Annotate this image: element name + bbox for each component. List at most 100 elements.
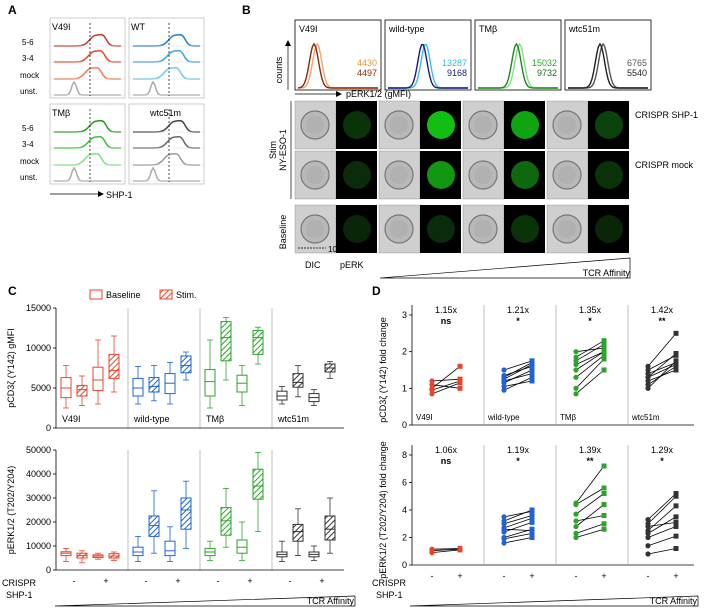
- c-group-label-1: wild-type: [133, 414, 170, 424]
- d-point-post-0-1-0: [529, 374, 535, 380]
- d-fold-0-1: 1.21x: [507, 305, 530, 315]
- d-point-post-1-2-6: [601, 526, 607, 532]
- c-box-0-0-1: [76, 385, 88, 397]
- d-point-pre-1-2-0: [573, 530, 579, 536]
- c-box-1-1-1: [148, 515, 160, 537]
- d-point-pre-0-1-7: [501, 376, 507, 382]
- c-ylabel-0: pCD3ζ (Y142) gMFI: [6, 328, 16, 408]
- d-point-pre-1-3-6: [645, 517, 651, 523]
- d-point-post-0-0-4: [457, 378, 463, 384]
- d-point-pre-1-3-7: [645, 523, 651, 530]
- legend-stim: Stim.: [176, 290, 197, 300]
- d-point-pre-0-0-3: [429, 378, 435, 384]
- d-point-post-0-1-5: [529, 378, 535, 384]
- d-point-pre-0-2-0: [573, 391, 579, 397]
- d-point-pre-1-1-0: [501, 540, 507, 546]
- d-fold-1-2: 1.39x: [579, 445, 602, 455]
- d-sig-1-0: ns: [441, 456, 452, 466]
- d-point-pre-0-1-5: [501, 383, 507, 390]
- d-point-post-1-1-3: [529, 515, 535, 521]
- c-box-0-2-1: [220, 321, 232, 362]
- d-ylabel-0: pCD3ζ (Y142) fold change: [378, 317, 388, 423]
- c-ylabel-1: pERK1/2 (T202/Y204): [6, 466, 16, 555]
- panel-b-gmfi-top-3: 6765: [627, 58, 647, 68]
- panel-b-construct-2: TMβ: [479, 24, 497, 34]
- d-point-pre-1-2-1: [573, 523, 579, 530]
- d-point-pre-0-3-0: [645, 385, 651, 391]
- c-box-0-3-1: [292, 373, 304, 388]
- d-point-post-0-2-0: [601, 367, 607, 373]
- d-point-post-1-2-0: [601, 521, 607, 527]
- panel-a-label-wt: WT: [131, 22, 145, 32]
- d-point-pre-0-2-6: [573, 349, 579, 355]
- c-xtick: -: [145, 576, 148, 586]
- panel-a-row-5-6-top: 5-6: [22, 38, 34, 47]
- d-point-pre-0-1-3: [501, 380, 507, 386]
- panel-b-counts-label: counts: [274, 56, 284, 83]
- c-box-0-0-2: [92, 366, 104, 391]
- panel-b-gmfi-bottom-3: 5540: [627, 68, 647, 78]
- d-point-post-0-3-3: [673, 360, 679, 366]
- panel-c-legend: Baseline Stim.: [89, 289, 197, 300]
- panel-b-construct-0: V49I: [299, 24, 318, 34]
- d-xtick-minus: -: [503, 571, 506, 581]
- d-point-pre-1-3-1: [645, 543, 651, 549]
- d-point-post-0-2-5: [601, 338, 607, 344]
- c-xtick: +: [175, 576, 180, 586]
- d-ytick-0-0: 0: [402, 420, 407, 430]
- panel-b-construct-1: wild-type: [388, 24, 425, 34]
- d-xtick-minus: -: [575, 571, 578, 581]
- d-point-post-0-2-2: [601, 352, 607, 358]
- c-group-label-3: wtc51m: [277, 414, 309, 424]
- panel-label-c: C: [8, 284, 17, 298]
- d-ytick-1-0: 0: [402, 560, 407, 570]
- d-point-pre-0-2-3: [573, 361, 579, 368]
- d-xtick-plus: +: [457, 571, 462, 581]
- c-ytick-0-10000: 10000: [26, 343, 51, 353]
- d-point-post-1-3-1: [673, 533, 679, 539]
- d-group-label-0: V49I: [416, 413, 432, 422]
- d-group-label-3: wtc51m: [631, 413, 660, 422]
- d-point-post-1-3-3: [673, 514, 679, 520]
- d-point-post-1-3-2: [673, 524, 679, 529]
- panel-a-row-unst-bottom: unst.: [20, 173, 37, 182]
- c-ytick-0-0: 0: [46, 423, 51, 433]
- d-ytick-0-3: 3: [402, 310, 407, 320]
- d-point-pre-0-3-3: [645, 371, 651, 377]
- d-point-pre-0-3-6: [645, 374, 651, 380]
- panel-a-histograms: V49I WT TMβ wtc51m 5-6 3-4 mock unst. 5-…: [20, 17, 205, 200]
- d-sig-0-3: **: [658, 316, 666, 326]
- d-xtick-plus: +: [601, 571, 606, 581]
- d-point-pre-0-3-5: [645, 363, 651, 369]
- panel-a-label-wtc51m: wtc51m: [149, 108, 181, 118]
- c-box-1-1-0: [132, 546, 144, 557]
- c-xtick: +: [103, 576, 108, 586]
- d-sig-1-2: **: [586, 456, 594, 466]
- d-ylabel-1: pERK1/2 (T202/Y204) fold change: [378, 441, 388, 579]
- c-box-1-1-3: [180, 497, 192, 530]
- c-box-1-2-1: [220, 507, 232, 536]
- panel-b-crispr-shp1: CRISPR SHP-1: [635, 110, 698, 120]
- c-ytick-1-0: 0: [46, 565, 51, 575]
- panel-c-affinity-label: TCR Affinity: [307, 596, 355, 606]
- d-point-post-1-2-5: [601, 513, 607, 518]
- d-fold-1-0: 1.06x: [435, 445, 458, 455]
- d-point-pre-0-1-6: [501, 367, 507, 373]
- panel-a-label-tmb: TMβ: [52, 108, 70, 118]
- c-box-0-1-1: [148, 377, 160, 393]
- d-point-post-1-1-4: [529, 513, 535, 518]
- d-point-post-1-2-4: [601, 463, 607, 469]
- d-point-post-0-2-7: [601, 349, 607, 355]
- d-point-post-0-2-4: [601, 341, 607, 347]
- d-point-post-0-1-1: [529, 371, 535, 377]
- legend-baseline: Baseline: [106, 290, 141, 300]
- d-sig-1-3: *: [660, 456, 664, 466]
- d-point-post-0-3-6: [673, 351, 679, 356]
- d-point-pre-1-2-5: [573, 518, 579, 524]
- d-ytick-1-6: 6: [402, 478, 407, 488]
- c-ytick-0-5000: 5000: [31, 383, 51, 393]
- d-point-post-1-1-0: [529, 535, 535, 540]
- panel-c-crispr-label: CRISPR: [2, 578, 37, 588]
- d-point-post-1-2-3: [601, 485, 607, 491]
- panel-label-a: A: [8, 3, 17, 17]
